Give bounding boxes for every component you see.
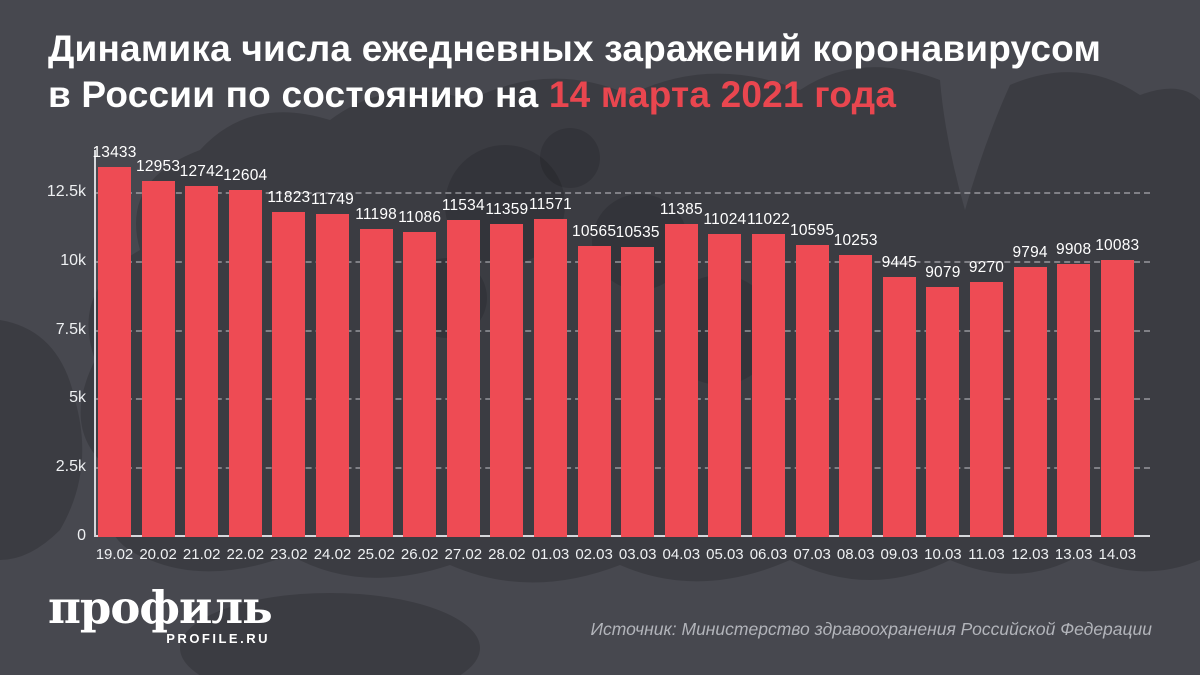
x-tick-label: 24.02 <box>313 546 352 563</box>
bar-value-label: 9270 <box>968 258 1005 276</box>
bar-02.03 <box>577 246 611 537</box>
bar-09.03 <box>882 277 916 537</box>
bar-value-label: 11359 <box>485 201 529 219</box>
x-tick-label: 11.03 <box>968 546 1005 563</box>
bar-26.02 <box>403 231 437 537</box>
bar-value-label: 9908 <box>1056 241 1092 259</box>
x-tick-label: 02.03 <box>575 546 613 563</box>
bar-06.03 <box>752 233 785 537</box>
bar-value-label: 9794 <box>1012 244 1048 262</box>
gridline-12.5k <box>96 192 1150 194</box>
bar-value-label: 10565 <box>572 223 617 241</box>
bar-value-label: 11534 <box>441 196 485 214</box>
x-tick-label: 10.03 <box>924 546 962 563</box>
x-tick-label: 20.02 <box>139 546 177 563</box>
bar-value-label: 9445 <box>881 254 917 272</box>
bar-value-label: 11385 <box>659 200 703 218</box>
bar-11.03 <box>970 281 1003 537</box>
bar-27.02 <box>446 219 480 537</box>
bar-05.03 <box>708 233 742 537</box>
bar-28.02 <box>490 224 524 537</box>
x-tick-label: 28.02 <box>488 546 526 563</box>
chart-title-date-highlight: 14 марта 2021 года <box>548 73 897 115</box>
bar-value-label: 12742 <box>179 163 224 181</box>
bar-20.02 <box>141 180 175 537</box>
bar-10.03 <box>926 287 960 537</box>
x-tick-label: 03.03 <box>618 546 657 563</box>
y-tick-label: 5k <box>69 389 86 407</box>
x-tick-label: 13.03 <box>1054 546 1093 563</box>
y-tick-label: 0 <box>77 527 86 544</box>
x-tick-label: 21.02 <box>182 546 221 563</box>
x-tick-label: 19.02 <box>95 546 134 563</box>
bar-01.03 <box>534 218 567 537</box>
bar-value-label: 12953 <box>136 157 181 175</box>
bar-value-label: 13433 <box>92 144 137 162</box>
bar-22.02 <box>228 190 262 537</box>
x-tick-label: 06.03 <box>749 546 788 563</box>
bar-value-label: 11086 <box>398 208 442 226</box>
y-tick-label: 10k <box>60 251 86 269</box>
bar-value-label: 11571 <box>529 195 572 213</box>
bar-value-label: 10595 <box>790 222 835 240</box>
x-tick-label: 12.03 <box>1011 546 1049 563</box>
chart-title-line1: Динамика числа ежедневных заражений коро… <box>48 28 1102 69</box>
bar-25.02 <box>359 228 393 537</box>
bar-value-label: 12604 <box>223 167 268 185</box>
bar-value-label: 10253 <box>833 231 878 249</box>
bar-value-label: 10083 <box>1095 236 1140 254</box>
x-tick-label: 23.02 <box>270 546 308 563</box>
y-tick-label: 12.5k <box>46 183 86 200</box>
bar-24.02 <box>316 213 349 537</box>
x-tick-label: 27.02 <box>444 546 483 563</box>
bar-value-label: 9079 <box>925 264 961 282</box>
bar-14.03 <box>1100 259 1134 537</box>
profile-logo: профиль PROFILE.RU <box>48 581 273 647</box>
bar-13.03 <box>1057 264 1091 537</box>
bar-value-label: 11823 <box>267 188 311 206</box>
y-tick-label: 7.5k <box>55 320 86 338</box>
bar-21.02 <box>185 186 219 537</box>
logo-wordmark: профиль <box>48 581 273 634</box>
y-axis-line <box>94 150 96 537</box>
bar-value-label: 11024 <box>703 210 747 228</box>
x-tick-label: 26.02 <box>400 546 439 563</box>
bar-value-label: 10535 <box>615 224 660 242</box>
x-tick-label: 14.03 <box>1098 546 1137 563</box>
bar-value-label: 11198 <box>355 205 397 223</box>
bar-04.03 <box>664 223 698 537</box>
x-tick-label: 07.03 <box>793 546 831 563</box>
bar-08.03 <box>839 254 873 537</box>
x-tick-label: 04.03 <box>662 546 701 563</box>
bar-12.03 <box>1013 267 1047 537</box>
x-tick-label: 22.02 <box>226 546 265 563</box>
chart-title-line2: в России по состоянию на <box>48 73 549 115</box>
bar-value-label: 11749 <box>311 190 354 208</box>
bar-03.03 <box>621 247 655 537</box>
x-tick-label: 05.03 <box>706 546 744 563</box>
x-tick-label: 01.03 <box>531 546 570 563</box>
y-tick-label: 2.5k <box>55 458 86 476</box>
x-tick-label: 25.02 <box>357 546 395 563</box>
x-tick-label: 09.03 <box>880 546 919 563</box>
chart-title: Динамика числа ежедневных заражений коро… <box>48 26 1168 117</box>
x-tick-label: 08.03 <box>836 546 875 563</box>
bar-23.02 <box>272 211 306 537</box>
bar-07.03 <box>795 245 829 537</box>
bar-19.02 <box>98 167 131 537</box>
logo-domain: PROFILE.RU <box>166 631 270 647</box>
source-credit: Источник: Министерство здравоохранения Р… <box>590 619 1152 639</box>
bar-value-label: 11022 <box>747 210 790 228</box>
